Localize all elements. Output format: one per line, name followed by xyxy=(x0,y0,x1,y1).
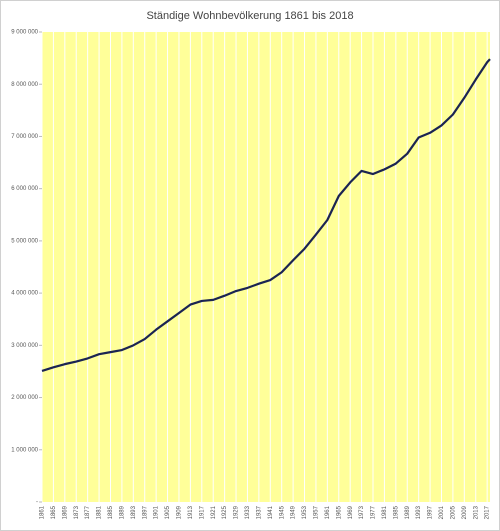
x-tick-label: 1885 xyxy=(108,505,114,519)
x-tick-label: 1889 xyxy=(119,505,125,519)
y-tick-label: 8 000 000 xyxy=(11,82,38,88)
x-tick-label: 1925 xyxy=(222,505,228,519)
x-tick-label: 1933 xyxy=(245,505,251,519)
y-tick-label: 1 000 000 xyxy=(11,447,38,453)
x-tick-label: 1917 xyxy=(199,505,205,519)
y-tick-label: 4 000 000 xyxy=(11,291,38,297)
x-tick-label: 1873 xyxy=(74,505,80,519)
x-tick-label: 1973 xyxy=(359,505,365,519)
y-tick-label: 7 000 000 xyxy=(11,134,38,140)
x-tick-label: 1909 xyxy=(177,505,183,519)
x-tick-label: 1869 xyxy=(62,505,68,519)
x-tick-label: 1969 xyxy=(348,505,354,519)
x-tick-label: 2005 xyxy=(450,505,456,519)
data-line xyxy=(41,58,491,372)
x-tick-label: 2013 xyxy=(473,505,479,519)
x-tick-label: 2001 xyxy=(439,505,445,519)
x-tick-label: 1921 xyxy=(211,505,217,519)
chart-title: Ständige Wohnbevölkerung 1861 bis 2018 xyxy=(146,10,353,22)
x-tick-label: 1897 xyxy=(142,505,148,519)
x-tick-label: 1905 xyxy=(165,505,171,519)
x-tick-label: 1949 xyxy=(291,505,297,519)
y-tick-label: 6 000 000 xyxy=(11,186,38,192)
y-tick-label: 5 000 000 xyxy=(11,238,38,244)
x-tick-label: 1881 xyxy=(97,505,103,519)
x-tick-label: 1961 xyxy=(325,505,331,519)
x-tick-label: 1977 xyxy=(371,505,377,519)
x-tick-label: 1997 xyxy=(428,505,434,519)
x-tick-label: 1877 xyxy=(85,505,91,519)
x-tick-label: 1865 xyxy=(51,505,57,519)
x-tick-label: 1893 xyxy=(131,505,137,519)
x-tick-label: 1989 xyxy=(405,505,411,519)
x-tick-label: 1993 xyxy=(416,505,422,519)
plot-area xyxy=(42,32,490,502)
y-tick-label: - xyxy=(36,500,38,506)
x-tick-label: 2017 xyxy=(485,505,491,519)
y-tick-label: 3 000 000 xyxy=(11,343,38,349)
x-tick-label: 1901 xyxy=(154,505,160,519)
x-tick-label: 1913 xyxy=(188,505,194,519)
x-tick-label: 1929 xyxy=(234,505,240,519)
x-tick-label: 1965 xyxy=(336,505,342,519)
x-tick-label: 2009 xyxy=(462,505,468,519)
x-tick-label: 1945 xyxy=(279,505,285,519)
x-tick-label: 1985 xyxy=(393,505,399,519)
y-tick-label: 2 000 000 xyxy=(11,395,38,401)
x-tick-label: 1937 xyxy=(256,505,262,519)
x-tick-label: 1981 xyxy=(382,505,388,519)
x-tick-label: 1957 xyxy=(314,505,320,519)
x-tick-label: 1941 xyxy=(268,505,274,519)
x-tick-label: 1861 xyxy=(40,505,46,519)
x-tick-label: 1953 xyxy=(302,505,308,519)
y-tick-label: 9 000 000 xyxy=(11,30,38,36)
